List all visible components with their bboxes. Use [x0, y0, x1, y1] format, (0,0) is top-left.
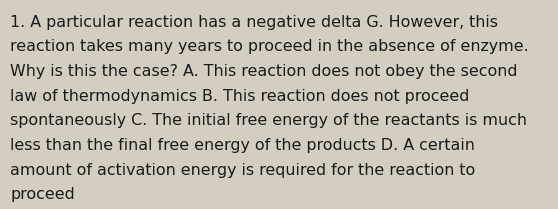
Text: law of thermodynamics B. This reaction does not proceed: law of thermodynamics B. This reaction d…	[10, 89, 469, 104]
Text: Why is this the case? A. This reaction does not obey the second: Why is this the case? A. This reaction d…	[10, 64, 517, 79]
Text: amount of activation energy is required for the reaction to: amount of activation energy is required …	[10, 163, 475, 178]
Text: 1. A particular reaction has a negative delta G. However, this: 1. A particular reaction has a negative …	[10, 15, 498, 30]
Text: less than the final free energy of the products D. A certain: less than the final free energy of the p…	[10, 138, 475, 153]
Text: proceed: proceed	[10, 187, 75, 202]
Text: spontaneously C. The initial free energy of the reactants is much: spontaneously C. The initial free energy…	[10, 113, 527, 128]
Text: reaction takes many years to proceed in the absence of enzyme.: reaction takes many years to proceed in …	[10, 39, 529, 54]
